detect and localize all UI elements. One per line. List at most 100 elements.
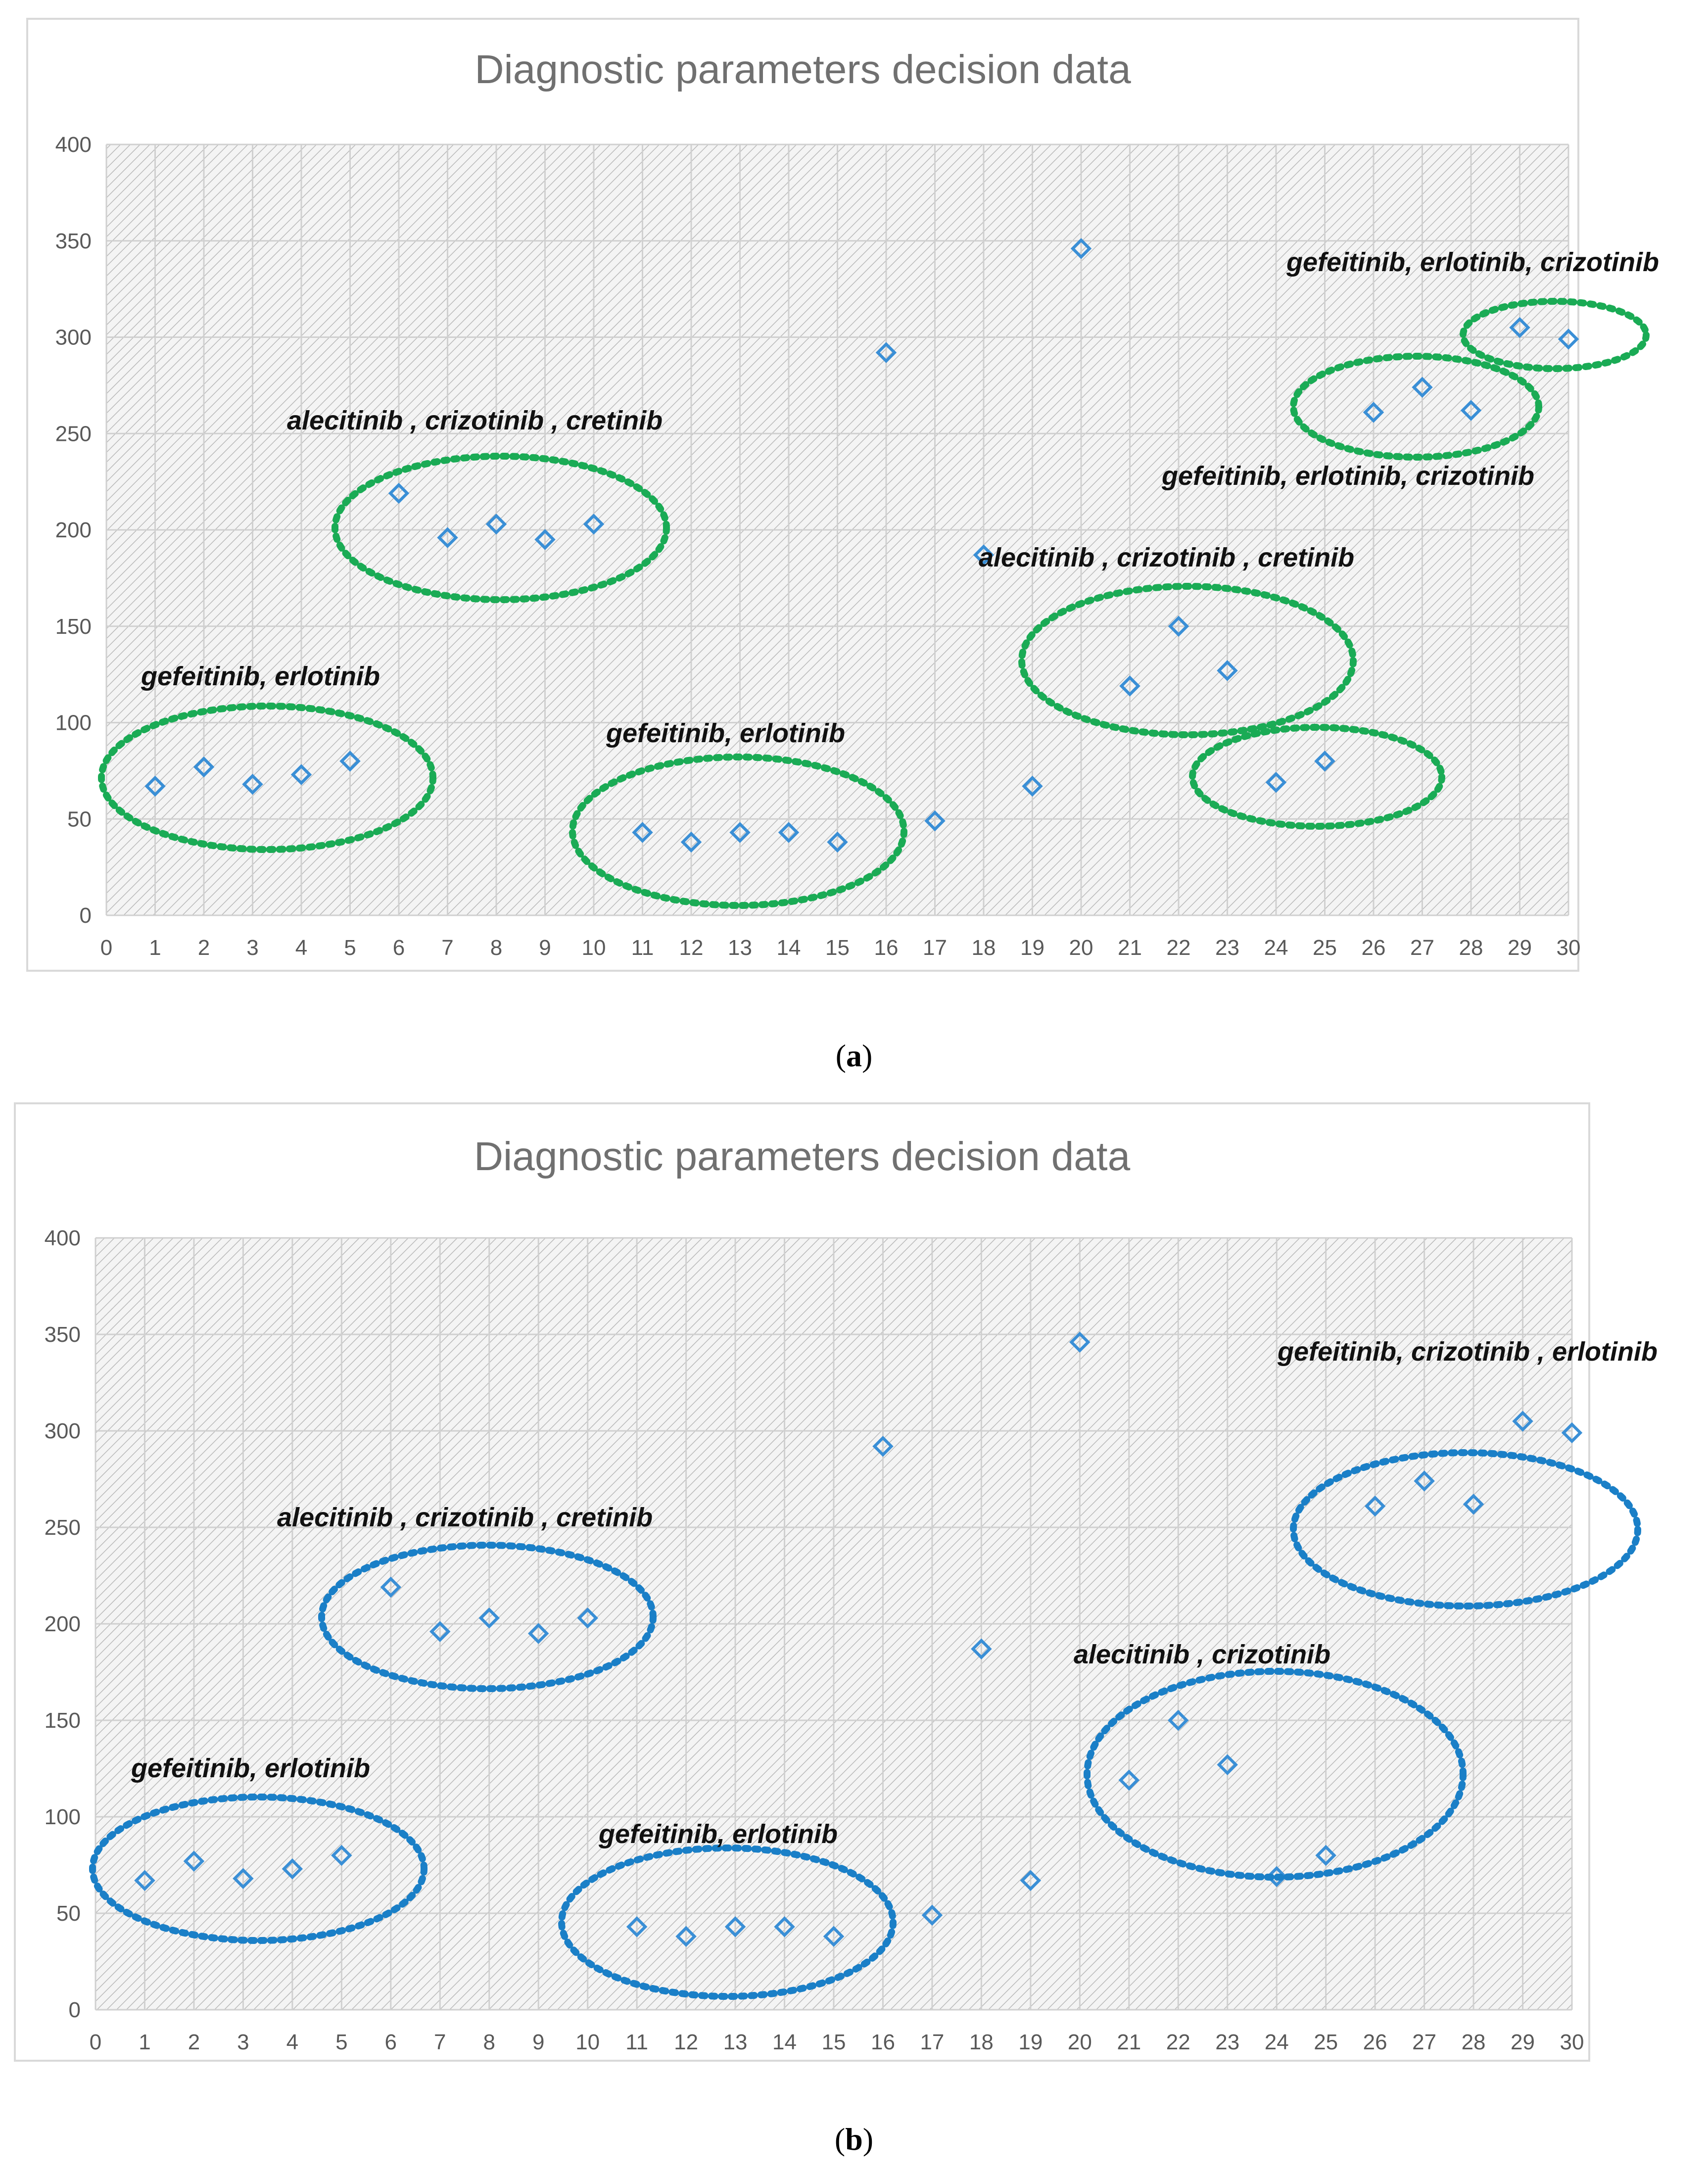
x-tick-label: 12	[679, 936, 704, 960]
x-tick-label: 26	[1362, 936, 1386, 960]
x-tick-label: 22	[1166, 2030, 1190, 2054]
data-point	[183, 1850, 205, 1872]
panel-caption-b: (b)	[835, 2122, 873, 2157]
chart-title-a: Diagnostic parameters decision data	[474, 47, 1131, 92]
y-tick-label: 200	[55, 518, 92, 542]
data-point	[1412, 377, 1433, 398]
x-tick-label: 15	[822, 2030, 846, 2054]
group-label: gefeitinib, erlotinib	[598, 1819, 838, 1849]
y-tick-label: 350	[45, 1323, 81, 1347]
x-tick-label: 24	[1265, 2030, 1289, 2054]
data-point	[144, 775, 166, 797]
x-tick-label: 1	[149, 936, 161, 960]
x-tick-label: 11	[631, 936, 654, 960]
x-tick-label: 3	[237, 2030, 249, 2054]
data-point	[1069, 1331, 1091, 1353]
data-point	[429, 1621, 451, 1642]
data-point	[534, 529, 556, 550]
x-tick-label: 20	[1068, 2030, 1092, 2054]
y-tick-label: 200	[45, 1612, 81, 1636]
data-point	[1118, 1769, 1140, 1791]
y-tick-label: 100	[55, 711, 92, 735]
data-point	[233, 1868, 254, 1890]
x-tick-label: 8	[483, 2030, 495, 2054]
y-tick-label: 400	[45, 1226, 81, 1250]
data-point	[729, 822, 751, 843]
x-tick-label: 13	[728, 936, 752, 960]
y-tick-label: 150	[45, 1708, 81, 1733]
x-tick-label: 17	[920, 2030, 944, 2054]
data-point	[971, 1638, 992, 1659]
x-tick-label: 27	[1412, 2030, 1436, 2054]
group-ellipse	[89, 1794, 427, 1944]
x-tick-label: 10	[575, 2030, 600, 2054]
group-ellipse	[558, 1845, 897, 2000]
group-ellipse	[98, 703, 436, 853]
x-tick-label: 16	[874, 936, 899, 960]
x-tick-label: 21	[1118, 936, 1142, 960]
y-tick-label: 250	[45, 1515, 81, 1540]
x-tick-label: 30	[1560, 2030, 1584, 2054]
data-point	[1509, 317, 1530, 338]
x-tick-label: 29	[1511, 2030, 1535, 2054]
x-tick-label: 28	[1462, 2030, 1486, 2054]
group-label: alecitinib , crizotinib , cretinib	[277, 1503, 653, 1532]
y-tick-label: 0	[80, 903, 92, 928]
data-point	[1168, 1709, 1189, 1731]
x-tick-label: 17	[923, 936, 947, 960]
data-point	[1363, 402, 1384, 423]
x-tick-label: 4	[286, 2030, 298, 2054]
y-tick-label: 150	[55, 615, 92, 639]
data-point	[478, 1608, 500, 1629]
y-tick-label: 50	[56, 1901, 81, 1926]
y-tick-label: 400	[55, 133, 92, 157]
data-point	[331, 1845, 352, 1866]
data-point	[380, 1576, 402, 1598]
x-tick-label: 28	[1459, 936, 1483, 960]
x-tick-label: 8	[490, 936, 502, 960]
x-tick-label: 23	[1215, 936, 1239, 960]
x-tick-label: 15	[825, 936, 850, 960]
data-point	[437, 527, 458, 548]
caption-letter: a	[846, 1038, 862, 1073]
x-tick-label: 18	[969, 2030, 994, 2054]
y-tick-label: 0	[69, 1998, 81, 2022]
data-point	[1558, 329, 1579, 350]
data-point	[583, 514, 605, 535]
group-label: alecitinib , crizotinib , cretinib	[979, 543, 1354, 572]
x-tick-label: 18	[972, 936, 996, 960]
data-point	[1168, 615, 1189, 637]
group-label: gefeitinib, erlotinib	[606, 718, 845, 748]
x-tick-label: 29	[1508, 936, 1532, 960]
y-tick-label: 300	[45, 1419, 81, 1443]
x-tick-label: 3	[246, 936, 258, 960]
x-tick-label: 5	[335, 2030, 347, 2054]
data-point	[134, 1870, 155, 1891]
x-tick-label: 20	[1069, 936, 1093, 960]
group-label: gefeitinib, erlotinib, crizotinib	[1161, 461, 1534, 491]
group-label: alecitinib , crizotinib	[1074, 1640, 1330, 1669]
data-point	[1217, 1754, 1238, 1775]
data-point	[1512, 1411, 1533, 1432]
group-label: gefeitinib, erlotinib	[141, 662, 380, 691]
panel-caption-a: (a)	[836, 1038, 873, 1073]
caption-letter: b	[845, 2122, 863, 2157]
x-tick-label: 7	[441, 936, 453, 960]
data-point	[1265, 772, 1287, 793]
group-label: gefeitinib, crizotinib , erlotinib	[1277, 1337, 1658, 1367]
data-point	[1414, 1470, 1435, 1492]
data-point	[924, 810, 946, 832]
x-tick-label: 9	[539, 936, 551, 960]
data-point	[282, 1858, 303, 1880]
y-tick-label: 250	[55, 422, 92, 446]
data-point	[632, 822, 653, 843]
data-point	[1314, 751, 1335, 772]
data-point	[973, 544, 995, 566]
x-tick-label: 2	[188, 2030, 200, 2054]
group-ellipse	[1084, 1668, 1467, 1881]
data-point	[1020, 1870, 1042, 1891]
y-tick-label: 100	[45, 1805, 81, 1829]
group-label: gefeitinib, erlotinib	[131, 1753, 370, 1783]
data-point	[724, 1916, 746, 1938]
